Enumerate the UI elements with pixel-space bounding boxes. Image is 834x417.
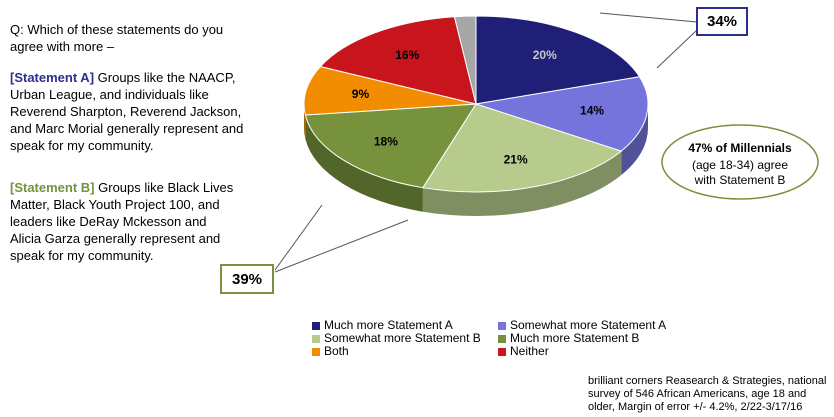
slice-side xyxy=(305,115,423,212)
statement: [Statement A] Groups like the NAACP, Urb… xyxy=(10,69,245,154)
slice xyxy=(303,65,477,140)
slice-top xyxy=(422,103,623,193)
callout-box xyxy=(696,7,748,36)
callout-line xyxy=(274,219,409,273)
slice-top xyxy=(304,103,477,189)
legend-label: Much more Statement A xyxy=(324,318,453,332)
legend-swatch xyxy=(498,322,506,330)
slice xyxy=(453,15,477,105)
callout-line xyxy=(274,204,323,271)
legend-swatch xyxy=(312,322,320,330)
slice xyxy=(304,103,477,212)
legend-swatch xyxy=(312,335,320,343)
callout-box xyxy=(220,264,274,294)
legend-label: Neither xyxy=(510,344,549,358)
data-label: 18% xyxy=(374,134,398,148)
data-label: 14% xyxy=(580,104,604,118)
legend-label: Much more Statement B xyxy=(510,331,639,345)
slice-side xyxy=(304,104,306,140)
slice xyxy=(475,15,641,105)
slice-top xyxy=(475,15,641,105)
statement-text: Groups like Black Lives Matter, Black Yo… xyxy=(10,180,234,263)
statement-label: [Statement A] xyxy=(10,70,95,85)
slice-top xyxy=(453,15,477,105)
callout-text: (age 18-34) agree with Statement B xyxy=(691,158,789,187)
data-label: 9% xyxy=(352,87,370,101)
slice xyxy=(475,76,649,176)
legend-swatch xyxy=(498,348,506,356)
statement-text: Groups like the NAACP, Urban League, and… xyxy=(10,70,244,153)
question: Q: Which of these statements do you agre… xyxy=(10,22,224,54)
legend-label: Somewhat more Statement B xyxy=(324,331,481,345)
slice-side xyxy=(621,104,648,176)
legend-swatch xyxy=(312,348,320,356)
statement-label: [Statement B] xyxy=(10,180,95,195)
legend-label: Both xyxy=(324,344,349,358)
callout-ellipse xyxy=(661,124,819,200)
slice-top xyxy=(475,76,649,152)
data-label: 20% xyxy=(533,48,557,62)
data-label: 21% xyxy=(504,152,528,166)
data-label: 16% xyxy=(395,48,419,62)
slice xyxy=(422,103,623,216)
slice-top xyxy=(303,65,477,116)
slice xyxy=(319,16,477,105)
callout-text: 47% of Millennials xyxy=(688,141,792,155)
legend-swatch xyxy=(498,335,506,343)
slice-top xyxy=(319,16,477,105)
legend-label: Somewhat more Statement A xyxy=(510,318,666,332)
callout-text: 39% xyxy=(232,271,262,288)
source-note: brilliant corners Reasearch & Strategies… xyxy=(588,375,827,413)
callout-line xyxy=(656,29,698,69)
statement: [Statement B] Groups like Black Lives Ma… xyxy=(10,179,235,264)
callout-line xyxy=(599,12,698,23)
slice-side xyxy=(422,151,622,216)
callout-text: 34% xyxy=(707,13,737,30)
